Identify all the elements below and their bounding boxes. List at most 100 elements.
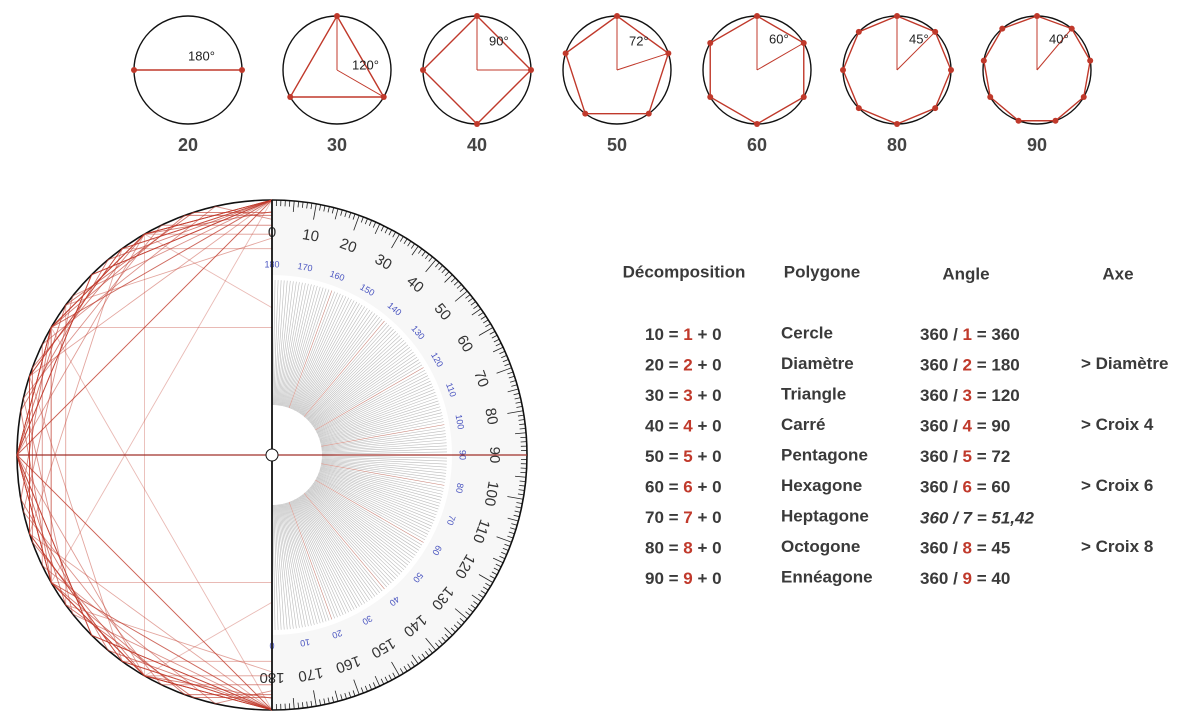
inner-degree-label: 60: [430, 543, 444, 557]
degree-tick: [313, 203, 317, 220]
radial-line: [284, 503, 318, 625]
radial-line: [317, 383, 432, 435]
degree-tick: [374, 675, 381, 687]
degree-tick: [507, 371, 514, 375]
radial-line: [309, 339, 405, 423]
degree-tick: [496, 536, 512, 543]
chord-polygon: [28, 248, 272, 711]
radial-line: [286, 502, 324, 623]
vertex: [474, 13, 480, 19]
cell-part: 360 /: [920, 325, 963, 344]
cell-part: 3: [963, 386, 972, 405]
degree-tick: [478, 574, 494, 583]
degree-tick: [425, 637, 437, 651]
degree-tick: [334, 690, 339, 702]
cell-part: 6: [683, 478, 692, 497]
polygon-number: 30: [327, 135, 347, 155]
radial-line: [318, 473, 435, 521]
cell-part: = 90: [972, 417, 1010, 436]
cell-part: 360 /: [920, 386, 963, 405]
degree-tick: [510, 527, 516, 530]
degree-tick: [513, 392, 520, 396]
degree-tick: [459, 287, 465, 292]
degree-tick: [507, 517, 519, 522]
degree-tick: [360, 687, 364, 694]
degree-tick: [340, 209, 343, 216]
radial-line: [321, 455, 447, 459]
outer-degree-label: 30: [372, 251, 395, 274]
radial-line: [272, 504, 276, 630]
radial-line: [321, 458, 447, 468]
cell-part: 360 /: [920, 447, 963, 466]
degree-tick: [353, 679, 360, 695]
vertex: [980, 57, 987, 64]
degree-tick: [516, 405, 523, 408]
degree-tick: [410, 243, 415, 249]
degree-tick: [407, 663, 412, 670]
vertex: [528, 67, 534, 73]
degree-tick: [465, 611, 471, 616]
radial-line: [321, 448, 447, 454]
degree-tick: [331, 207, 335, 214]
cell-part: = 120: [972, 386, 1020, 405]
degree-tick: [495, 563, 502, 568]
vertex: [334, 13, 340, 19]
radial-line: [310, 344, 409, 424]
cell-part: 3: [683, 386, 692, 405]
vertex: [932, 28, 939, 35]
radial-line: [273, 280, 279, 406]
radial-line: [318, 471, 437, 516]
radial-line: [320, 418, 444, 445]
cell: 360 / 1 = 360: [920, 325, 1020, 344]
radial-line: [311, 484, 412, 561]
radial-line: [304, 492, 388, 588]
radial-line: [315, 478, 426, 541]
degree-tick: [435, 642, 440, 648]
radial-line: [307, 333, 399, 421]
cell-part: + 0: [693, 356, 722, 375]
degree-tick: [435, 262, 440, 268]
radial-line: [286, 287, 324, 408]
radial-line: [284, 285, 318, 407]
radial-line: [287, 288, 327, 408]
degree-tick: [514, 510, 521, 513]
radial-line: [311, 347, 411, 425]
cell-part: 6: [963, 478, 972, 497]
radial-line: [279, 504, 300, 628]
radial-line: [295, 499, 355, 610]
degree-tick: [499, 555, 506, 560]
degree-tick: [470, 604, 476, 609]
vertex: [582, 110, 589, 117]
radial-line: [313, 359, 419, 429]
degree-tick: [473, 601, 479, 606]
radial-line: [320, 466, 442, 498]
inner-degree-label: 100: [453, 414, 465, 431]
radial-line: [318, 389, 435, 437]
degree-tick: [493, 567, 500, 572]
inner-degree-label: 110: [444, 381, 458, 398]
radial-line: [314, 480, 423, 546]
radial-line: [317, 475, 432, 527]
degree-tick: [456, 284, 462, 289]
polygon-number: 50: [607, 135, 627, 155]
degree-tick: [467, 607, 474, 613]
cell-part: 1: [963, 325, 972, 344]
degree-tick: [384, 676, 389, 683]
cell-part: = 360: [972, 325, 1020, 344]
cell: 60 = 6 + 0: [645, 478, 722, 497]
radial-line: [276, 504, 291, 630]
radial-line: [307, 490, 396, 579]
radius: [1036, 28, 1073, 71]
vertex: [754, 13, 760, 19]
chord-polygon: [16, 199, 272, 711]
radial-line: [289, 291, 335, 409]
degree-tick: [489, 575, 496, 579]
vertex: [1087, 57, 1094, 64]
vertex: [562, 50, 569, 57]
cell-part: = 72: [972, 447, 1010, 466]
radial-line: [303, 320, 385, 417]
chord-polygon: [16, 199, 272, 711]
table-header: Polygone: [784, 262, 861, 281]
radial-line: [277, 281, 294, 406]
radial-line: [315, 369, 426, 432]
